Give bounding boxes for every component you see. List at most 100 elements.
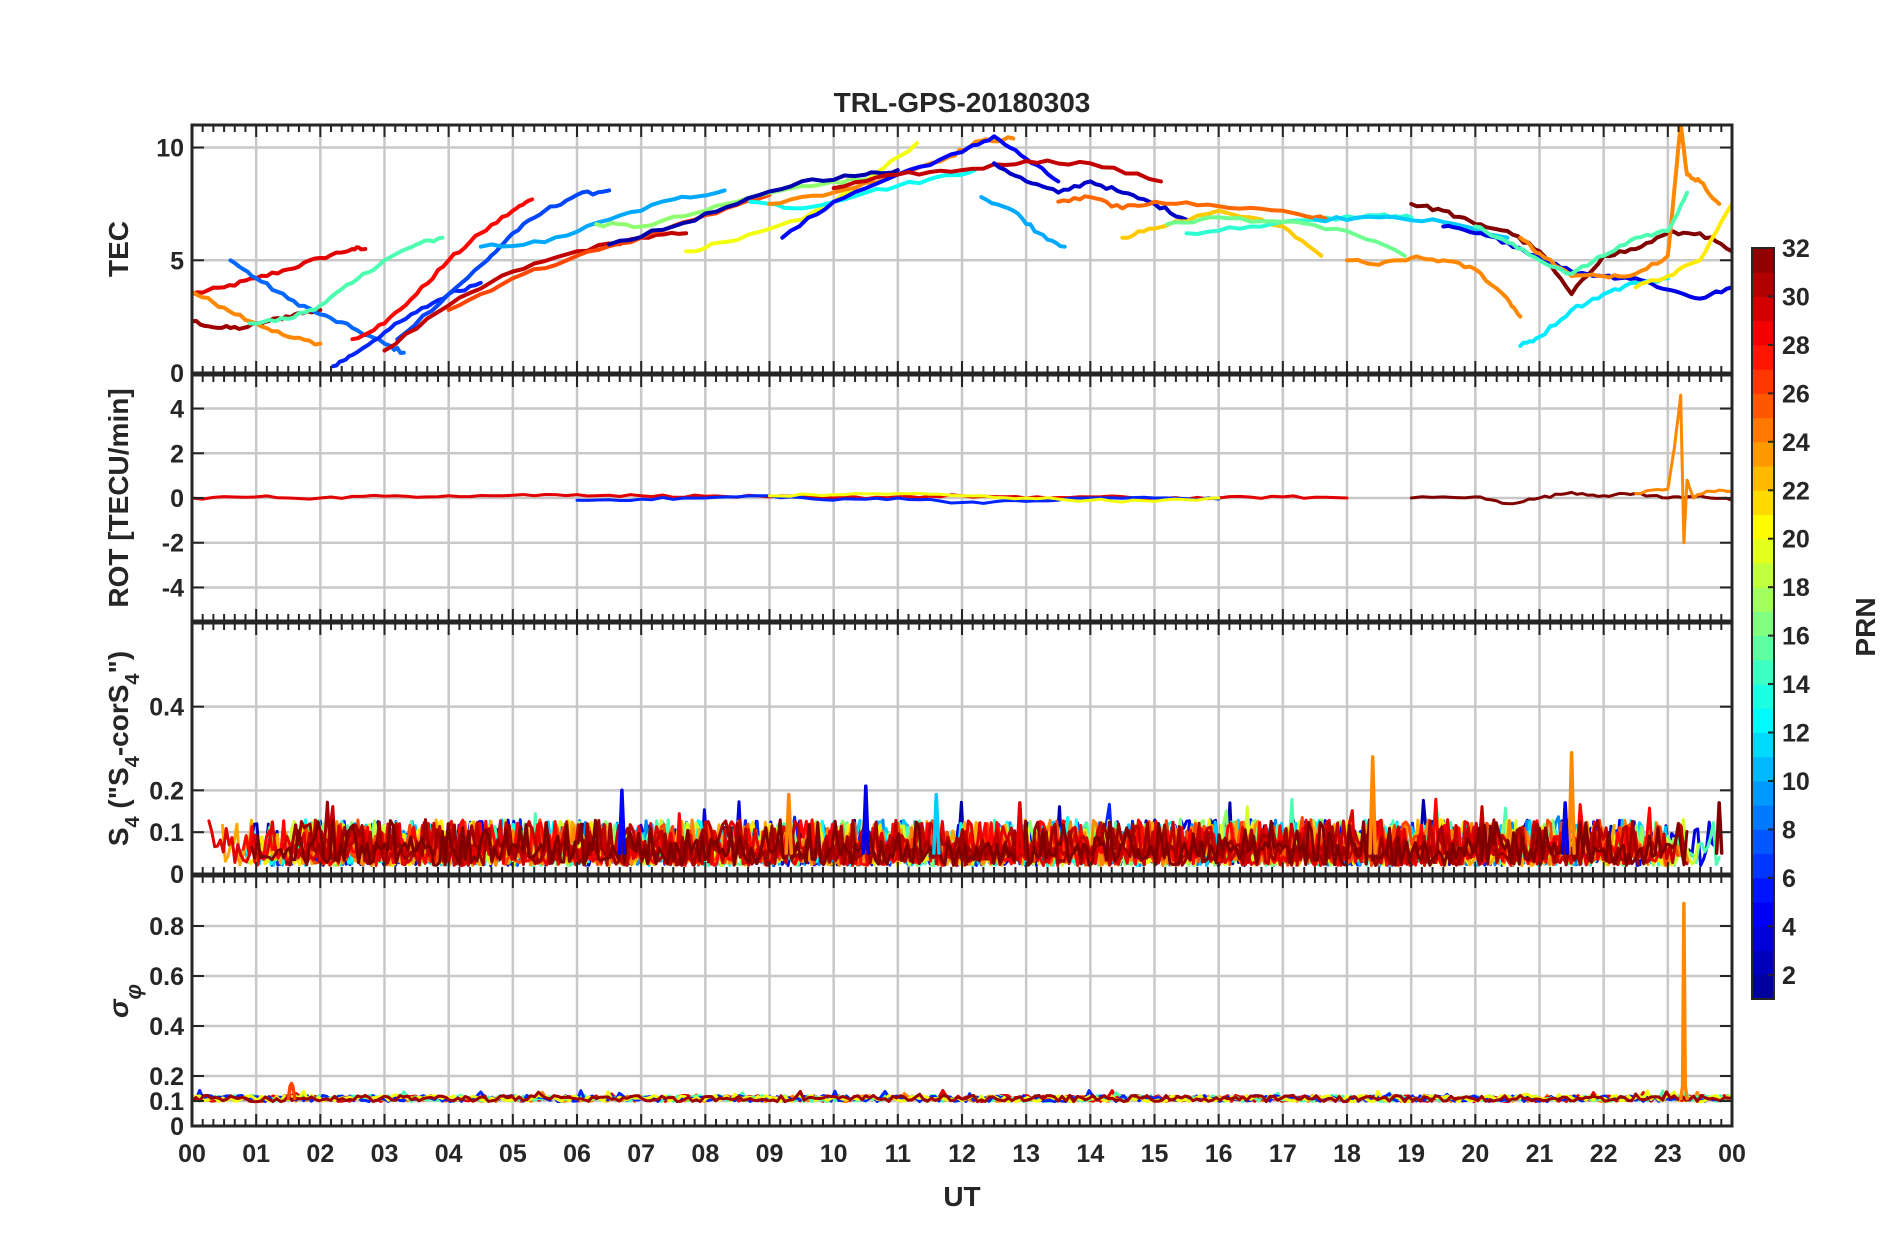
series-line-prn-16 — [1165, 215, 1407, 258]
colorbar-tick-label: 28 — [1782, 332, 1810, 360]
colorbar-segment — [1752, 441, 1774, 467]
spike-prn-26 — [286, 1081, 297, 1101]
colorbar-tick-label: 30 — [1782, 283, 1810, 311]
colorbar-segment — [1752, 756, 1774, 782]
x-tick-label: 03 — [371, 1140, 399, 1168]
panel-S4: 0 0.1 0.2 0.4S4 ("S4-corS4") — [103, 621, 1734, 889]
colorbar-tick-label: 10 — [1782, 768, 1810, 796]
x-tick-label: 22 — [1590, 1140, 1618, 1168]
colorbar-tick-label: 4 — [1782, 913, 1796, 941]
colorbar-tick-label: 2 — [1782, 962, 1796, 990]
colorbar-label: PRN — [1850, 597, 1881, 656]
series-line-prn-25 — [1056, 194, 1330, 222]
colorbar-segment — [1752, 974, 1774, 1000]
spike-prn-32 — [1714, 801, 1724, 855]
x-tick-label: 04 — [435, 1140, 463, 1168]
colorbar-segment — [1752, 659, 1774, 685]
series-line-prn-2 — [607, 168, 900, 247]
data-sigma_phi — [192, 901, 1732, 1104]
colorbar-segment — [1752, 417, 1774, 443]
x-tick-label: 08 — [691, 1140, 719, 1168]
y-axis-sigma_phi: 00.10.2 0.4 0.6 0.8 — [149, 913, 1732, 1141]
x-tick-label: 11 — [885, 1140, 912, 1168]
y-axis-ROT: -4 -2 0 2 4 — [162, 396, 1732, 602]
series-line-prn-32 — [1409, 201, 1732, 297]
y-tick-label: 4 — [170, 396, 184, 424]
x-tick-label: 21 — [1526, 1140, 1554, 1168]
spike-prn-24 — [1567, 750, 1576, 855]
series-line-prn-7 — [395, 188, 612, 342]
spike-prn-5 — [617, 788, 627, 855]
colorbar-tick-label: 14 — [1782, 671, 1810, 699]
x-tick-label: 19 — [1397, 1140, 1425, 1168]
x-ticks-S4 — [191, 623, 1733, 874]
y-tick-label: 0.2 — [149, 1063, 184, 1091]
y-tick-label: 2 — [170, 440, 184, 468]
y-tick-label: 0 — [170, 861, 184, 889]
colorbar-segment — [1752, 926, 1774, 952]
colorbar-tick-label: 12 — [1782, 720, 1810, 748]
x-tick-label: 16 — [1205, 1140, 1233, 1168]
colorbar-segment — [1752, 853, 1774, 879]
series-line-prn-10 — [979, 195, 1067, 249]
x-tick-label: 00 — [178, 1140, 206, 1168]
series-line-prn-15 — [247, 235, 445, 326]
colorbar-tick-label: 16 — [1782, 623, 1810, 651]
x-tick-label: 06 — [563, 1140, 591, 1168]
y-tick-label: 0.1 — [149, 1088, 184, 1116]
series-line-prn-24 — [1345, 254, 1523, 319]
colorbar-segment — [1752, 877, 1774, 903]
spike-prn-24 — [784, 792, 794, 855]
x-tick-label: 18 — [1333, 1140, 1361, 1168]
series-line-prn-8 — [228, 258, 406, 355]
x-axis-label: UT — [943, 1181, 980, 1212]
colorbar-segment — [1752, 562, 1774, 588]
colorbar-tick-label: 24 — [1782, 429, 1810, 457]
x-ticks-sigma_phi — [191, 876, 1733, 1126]
y-tick-label: 0.2 — [149, 777, 184, 805]
x-tick-label: 00 — [1718, 1140, 1746, 1168]
panel-ROT: -4 -2 0 2 4 ROT [TECU/min] — [103, 373, 1734, 623]
colorbar-segment — [1752, 805, 1774, 830]
colorbar-tick-label: 32 — [1782, 235, 1810, 263]
colorbar-tick-label: 20 — [1782, 526, 1810, 554]
noise-line-prn-32 — [250, 818, 1689, 867]
colorbar-segment — [1752, 248, 1774, 273]
colorbar-segment — [1752, 635, 1774, 661]
colorbar-segment — [1752, 587, 1774, 612]
y-tick-label: 0.1 — [149, 819, 184, 847]
y-tick-label: 10 — [156, 135, 184, 163]
y-axis-label-sigma_phi: σφ — [103, 984, 146, 1018]
colorbar-tick-label: 6 — [1782, 865, 1796, 893]
colorbar-segment — [1752, 732, 1774, 758]
x-ticks-TEC — [191, 125, 1733, 373]
x-tick-label: 12 — [948, 1140, 976, 1168]
spike-prn-4 — [1560, 801, 1570, 855]
series-line-prn-20 — [684, 141, 920, 254]
spike-prn-11 — [932, 792, 941, 855]
colorbar-tick-label: 26 — [1782, 380, 1810, 408]
colorbar-tick-label: 22 — [1782, 477, 1810, 505]
x-tick-label: 02 — [306, 1140, 334, 1168]
x-tick-label: 13 — [1012, 1140, 1040, 1168]
colorbar-segment — [1752, 296, 1774, 322]
spike-prn-24 — [1678, 901, 1689, 1101]
x-tick-label: 20 — [1461, 1140, 1489, 1168]
data-TEC — [192, 125, 1732, 369]
colorbar-segment — [1752, 684, 1774, 709]
y-axis-TEC: 0 5 10 — [156, 135, 1732, 388]
x-tick-label: 17 — [1269, 1140, 1297, 1168]
x-tick-label: 14 — [1076, 1140, 1104, 1168]
colorbar-segment — [1752, 369, 1774, 394]
colorbar-segment — [1752, 466, 1774, 491]
colorbar-segment — [1752, 950, 1774, 976]
series-line-prn-30 — [382, 230, 689, 353]
series-line-prn-5 — [780, 134, 1061, 240]
series-line-prn-15 — [1473, 190, 1690, 276]
x-axis: 00 01 02 03 04 05 06 07 08 09 10 11 12 13 14 15 16 17 18 19… — [178, 1140, 1746, 1168]
y-axis-S4: 0 0.1 0.2 0.4 — [149, 694, 1732, 889]
grid-ROT — [192, 375, 1732, 621]
